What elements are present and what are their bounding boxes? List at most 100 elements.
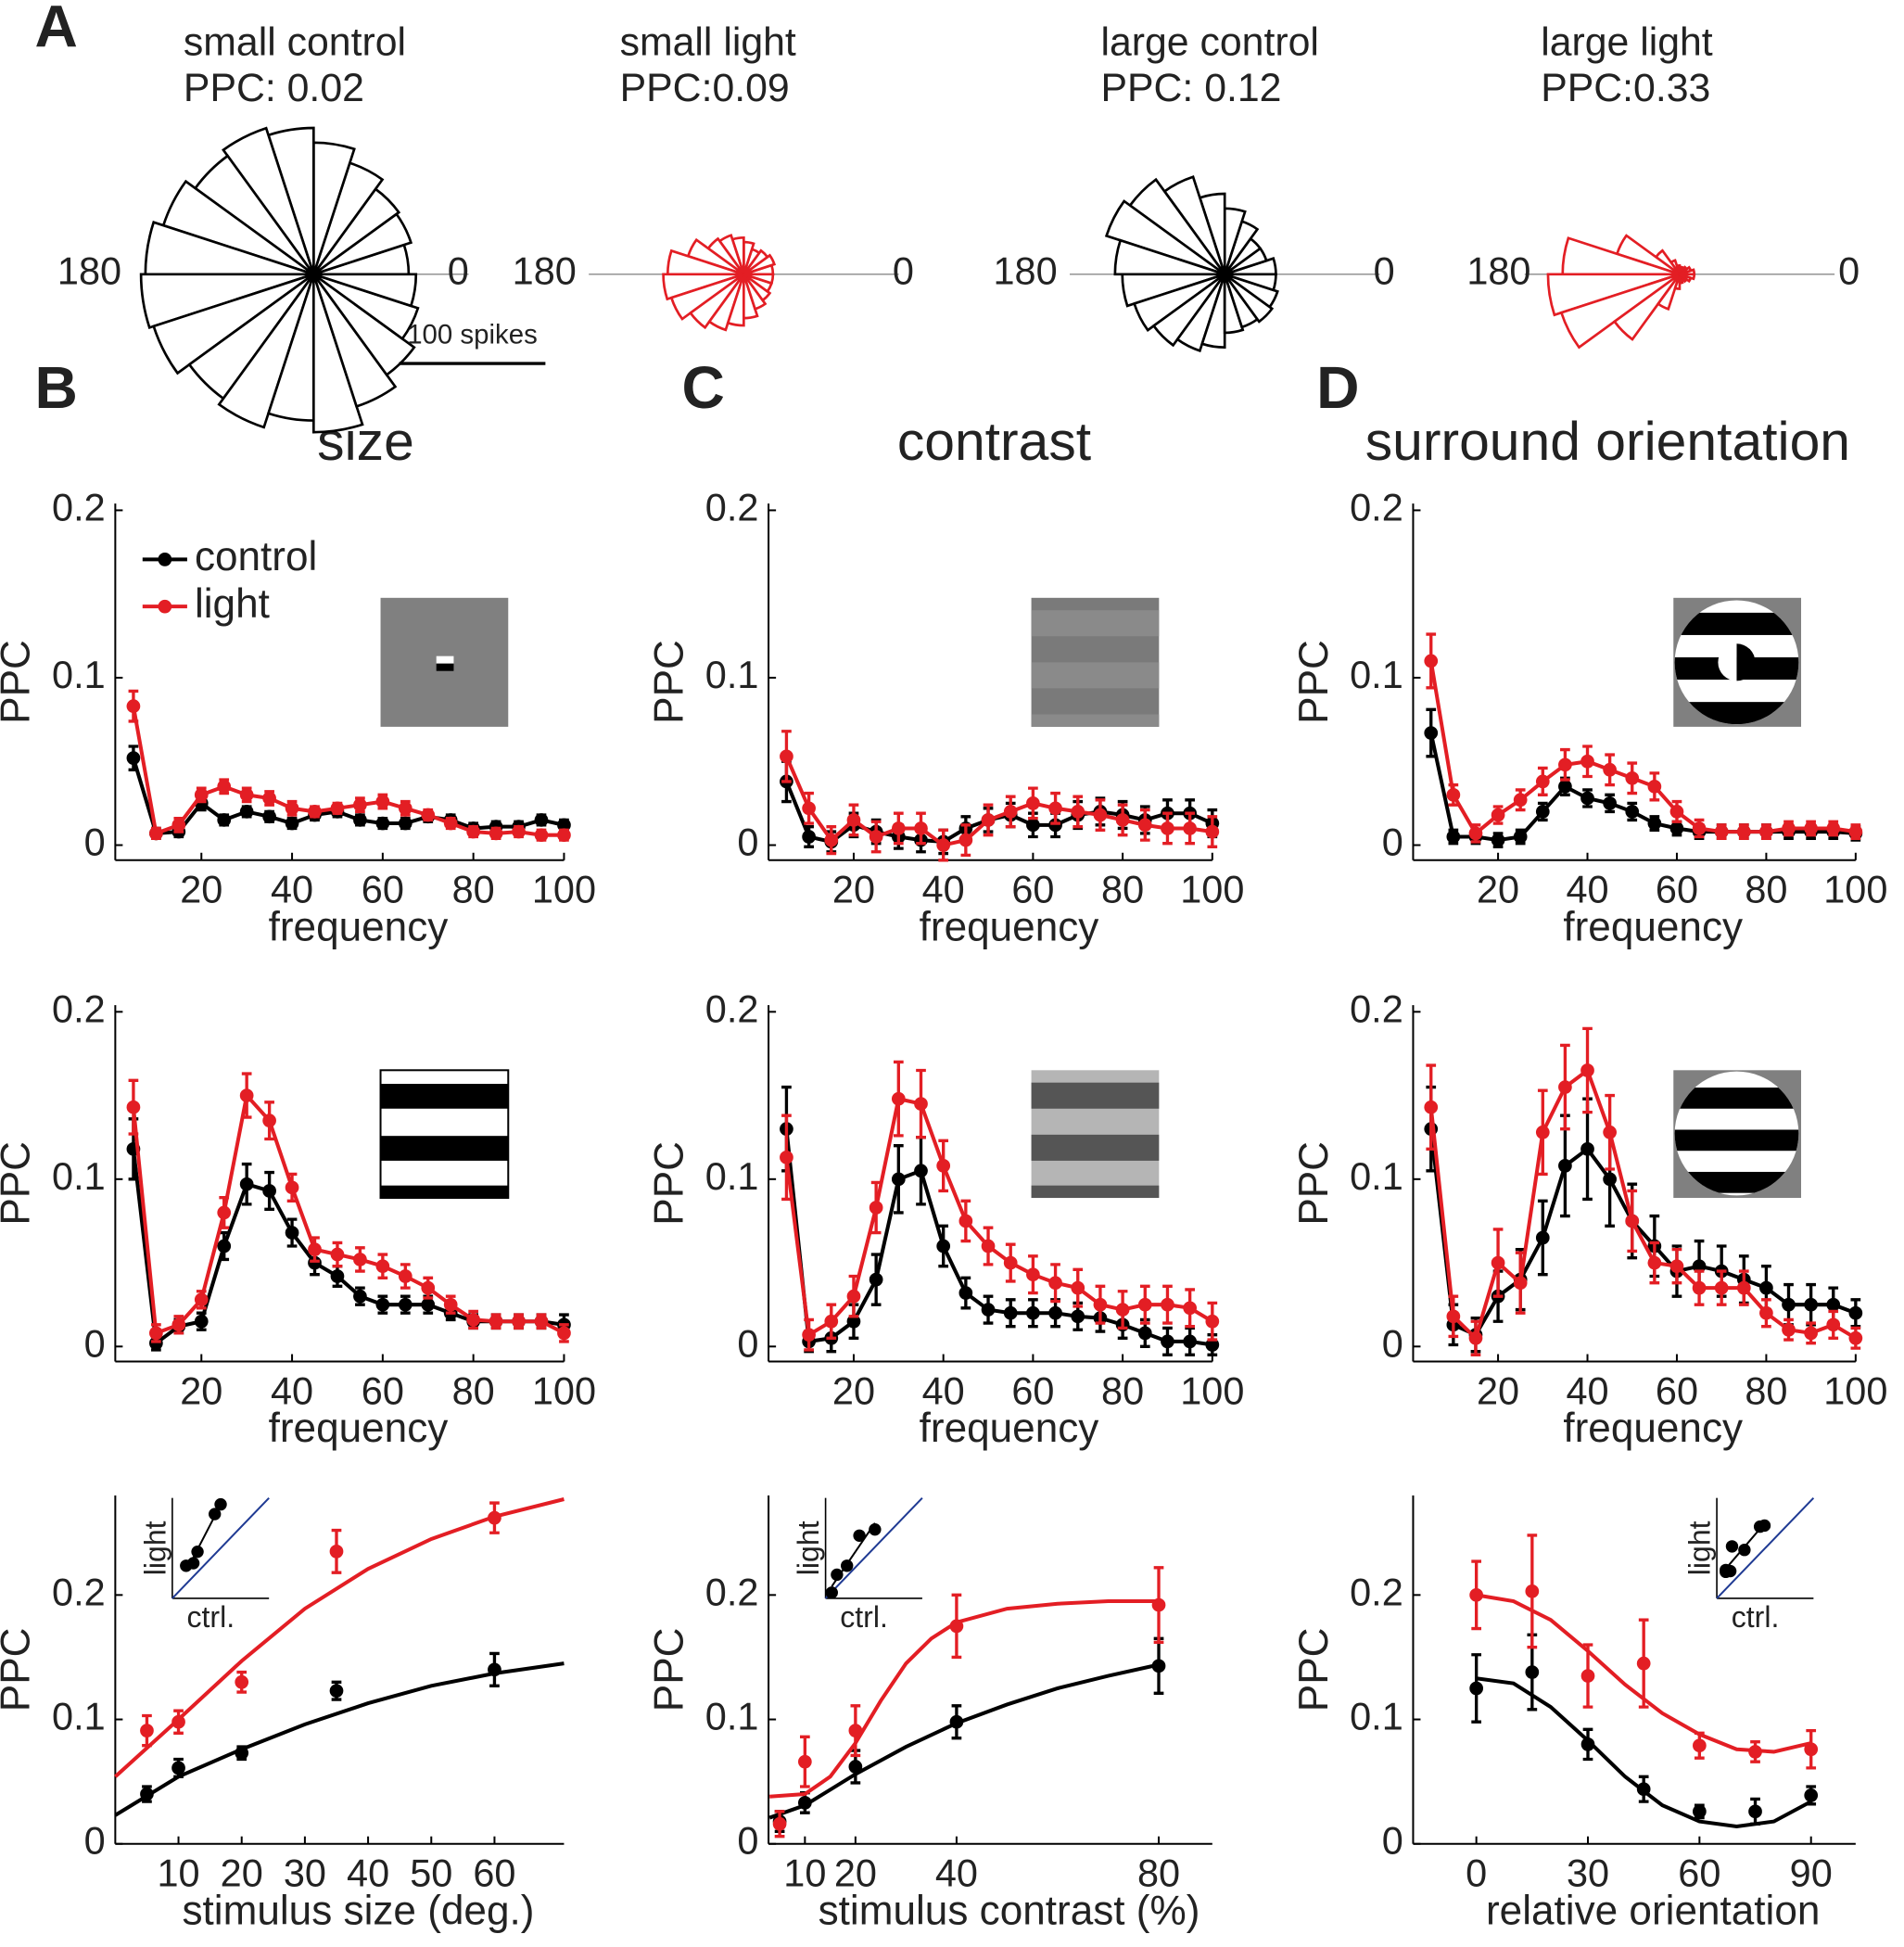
data-point [1535,774,1550,789]
rose-wedge [1132,273,1225,332]
data-point [262,791,276,806]
data-point [1748,1804,1762,1819]
x-tick-label: 20 [834,1851,877,1894]
y-tick-label: 0.1 [52,653,106,696]
rose-wedge [743,273,775,286]
data-point [308,805,322,819]
y-tick-label: 0 [737,820,758,863]
data-point [217,1205,232,1220]
angle-tick-label: 0 [893,249,914,293]
data-point [1625,770,1640,785]
data-point [1693,1738,1707,1753]
data-point [375,1259,390,1274]
data-point [1636,1782,1651,1797]
data-point [1513,830,1528,844]
data-point [802,830,816,844]
y-tick-label: 0.2 [705,1570,759,1613]
data-point [262,1113,276,1127]
data-point [1446,1309,1461,1324]
data-point [1558,1159,1572,1173]
y-axis-label: PPC [0,1628,39,1712]
x-tick-label: 100 [532,1368,596,1412]
data-point [140,1787,154,1801]
data-point [443,816,458,831]
rose-wedge [1679,273,1696,281]
x-tick-label: 40 [1566,1368,1608,1412]
data-point [1205,1338,1220,1352]
y-tick-label: 0.1 [52,1694,106,1737]
x-tick-label: 40 [1566,867,1608,910]
y-tick-label: 0 [737,1321,758,1365]
data-point [1424,654,1439,668]
data-point [194,1292,209,1307]
x-tick-label: 40 [922,867,965,910]
rose [1104,175,1279,353]
fit-curve [769,1599,1160,1799]
data-point [1736,824,1751,839]
data-point [398,816,413,831]
inset-point [1758,1519,1771,1533]
rose-wedge [1656,274,1682,311]
y-tick-label: 0.1 [705,653,759,696]
data-point [1161,821,1174,835]
rose-wedge [1104,199,1225,276]
y-tick-label: 0.1 [1350,1154,1403,1198]
legend-marker [158,599,172,614]
x-tick-label: 20 [1477,1368,1519,1412]
data-point [171,818,186,833]
data-point [421,1297,436,1312]
data-point [1782,1297,1796,1312]
column-title: surround orientation [1365,412,1850,472]
data-point [981,813,996,827]
data-point [1205,1314,1220,1329]
data-point [848,1760,863,1774]
data-point [149,1336,163,1351]
y-tick-label: 0 [84,820,106,863]
data-point [1491,833,1505,847]
data-point [1782,821,1796,835]
data-point [1525,1584,1540,1598]
data-point [1826,821,1841,835]
x-tick-label: 60 [1656,1368,1698,1412]
data-point [958,1286,973,1300]
x-tick-label: 20 [180,1368,222,1412]
chart-title: large control [1100,20,1318,65]
data-point [1625,1214,1640,1228]
stimulus-icon [1031,597,1160,727]
data-point [375,816,390,831]
x-tick-label: 80 [1137,1851,1180,1894]
data-point [126,751,141,765]
x-tick-label: 100 [1180,867,1244,910]
data-point [772,1816,787,1831]
data-point [1003,805,1018,819]
data-point [534,813,549,827]
y-tick-label: 0.1 [1350,1694,1403,1737]
rose-wedge [743,273,772,302]
x-tick-label: 50 [410,1851,452,1894]
data-point [1636,1656,1651,1671]
data-point [936,1159,951,1173]
inset-point [214,1497,227,1511]
data-point [1580,791,1594,806]
data-point [1603,1125,1617,1139]
data-point [194,1314,209,1329]
unity-line [1716,1496,1815,1599]
x-tick-label: 60 [1678,1851,1720,1894]
y-tick-label: 0 [1382,820,1403,863]
y-axis-label: PPC [1291,1141,1337,1226]
angle-tick-label: 0 [448,249,469,293]
inset-x-label: ctrl. [1732,1600,1780,1634]
fit-curve [114,1497,565,1778]
panel-label: D [1316,354,1359,421]
chart-title: small control [184,20,406,65]
data-point [149,1326,163,1341]
y-tick-label: 0.1 [705,1694,759,1737]
data-point [1692,1280,1707,1295]
data-point [1535,1230,1550,1245]
x-axis-label: frequency [269,1406,449,1451]
data-point [235,1674,249,1689]
x-tick-label: 100 [1823,1368,1887,1412]
data-point [1647,779,1662,794]
unity-line [824,1496,923,1599]
panel-label: A [34,0,77,60]
